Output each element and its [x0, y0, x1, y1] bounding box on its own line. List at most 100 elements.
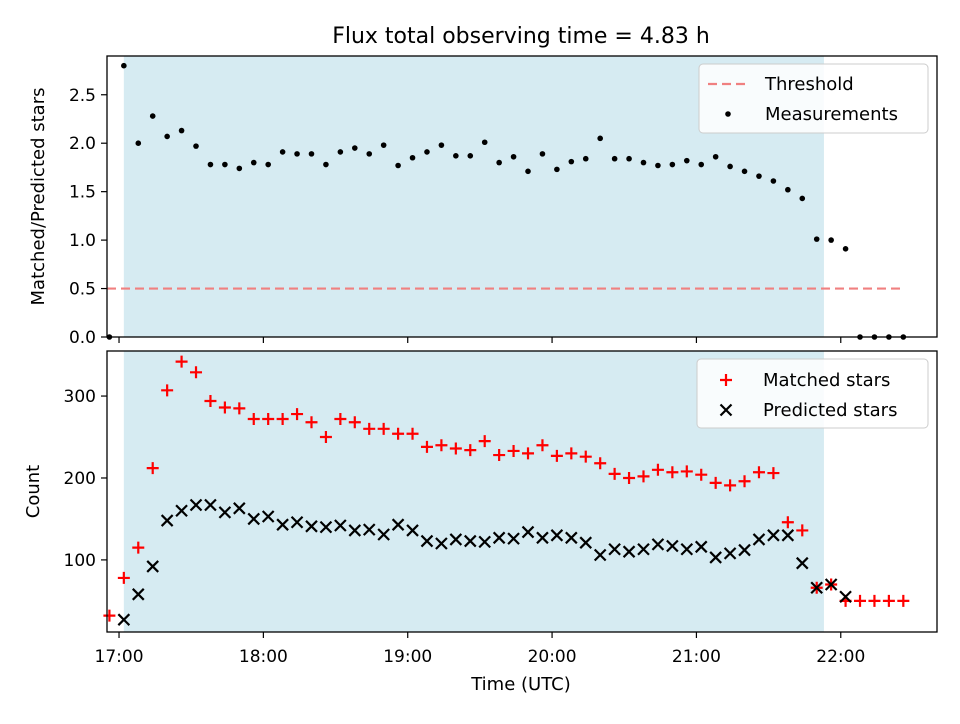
- predicted-star-point: [406, 524, 419, 537]
- matched-star-point: [348, 416, 361, 429]
- x-axis-label: Time (UTC): [470, 674, 571, 695]
- x-tick-label: 19:00: [383, 647, 432, 667]
- measurement-point: [756, 173, 762, 179]
- matched-star-point: [132, 541, 145, 554]
- matched-star-point: [724, 479, 737, 492]
- predicted-star-point: [377, 528, 390, 541]
- predicted-star-point: [723, 547, 737, 560]
- top-y-tick-label: 0.5: [69, 280, 96, 300]
- predicted-star-point: [261, 510, 275, 523]
- measurement-point: [741, 168, 748, 175]
- measurement-point: [496, 159, 502, 166]
- measurement-point: [178, 127, 185, 134]
- measurement-point: [510, 153, 517, 160]
- predicted-star-point: [160, 514, 174, 527]
- legend-measurements-swatch: [725, 111, 731, 117]
- matched-star-point: [291, 408, 304, 421]
- measurement-point: [279, 149, 286, 155]
- top-y-axis-label: Matched/Predicted stars: [28, 88, 49, 306]
- predicted-star-point: [305, 520, 318, 533]
- measurement-point: [294, 151, 300, 157]
- measurement-point: [351, 145, 358, 151]
- predicted-star-point: [463, 534, 477, 548]
- measurement-point: [453, 153, 459, 159]
- predicted-star-point: [680, 542, 694, 556]
- matched-star-point: [565, 447, 578, 460]
- matched-star-point: [695, 468, 708, 481]
- x-tick-label: 22:00: [816, 647, 865, 667]
- matched-star-point: [752, 466, 765, 479]
- measurement-point: [395, 162, 401, 169]
- matched-star-point: [218, 401, 231, 414]
- matched-star-point: [709, 476, 722, 489]
- matched-star-point: [363, 422, 376, 435]
- measurement-point: [582, 155, 589, 162]
- measurement-point: [525, 168, 531, 175]
- measurement-point: [655, 162, 661, 169]
- predicted-star-point: [492, 531, 506, 545]
- matched-star-point: [233, 402, 246, 415]
- measurement-point: [438, 142, 445, 148]
- predicted-star-point: [276, 518, 289, 531]
- matched-star-point: [594, 457, 607, 470]
- matched-star-point: [796, 524, 809, 537]
- measurement-point: [236, 165, 243, 172]
- predicted-star-point: [521, 525, 535, 539]
- measurement-point: [467, 153, 474, 159]
- x-tick-label: 20:00: [528, 647, 577, 667]
- measurement-point: [121, 62, 127, 69]
- matched-star-point: [507, 444, 520, 457]
- chart-title: Flux total observing time = 4.83 h: [332, 24, 710, 49]
- matched-star-point: [464, 444, 477, 457]
- matched-star-point: [781, 516, 794, 529]
- predicted-star-point: [738, 543, 751, 557]
- legend-threshold-label: Threshold: [764, 74, 854, 95]
- predicted-star-point: [637, 542, 650, 556]
- predicted-star-point: [348, 524, 362, 537]
- predicted-star-point: [204, 498, 217, 512]
- predicted-star-point: [579, 536, 593, 549]
- matched-star-point: [637, 470, 650, 483]
- matched-star-point: [623, 471, 636, 484]
- predicted-star-point: [175, 504, 188, 518]
- matched-star-point: [854, 594, 867, 607]
- matched-star-point: [319, 431, 332, 444]
- legend-matched-swatch: [720, 374, 732, 386]
- predicted-star-point: [608, 542, 621, 556]
- top-y-tick-label: 2.0: [69, 134, 96, 154]
- matched-star-point: [262, 412, 275, 425]
- measurement-point: [799, 195, 806, 202]
- predicted-star-point: [420, 534, 434, 548]
- matched-star-point: [406, 427, 419, 440]
- bottom-y-tick-label: 200: [64, 469, 96, 489]
- matched-star-point: [680, 465, 693, 478]
- predicted-star-point: [709, 551, 722, 564]
- measurement-point: [222, 161, 228, 168]
- matched-star-point: [377, 422, 390, 435]
- measurement-point: [135, 140, 142, 147]
- measurement-point: [554, 166, 560, 173]
- predicted-star-point: [839, 590, 852, 604]
- predicted-star-point: [666, 539, 679, 553]
- bottom-y-tick-label: 100: [64, 551, 96, 571]
- measurement-point: [597, 135, 603, 142]
- matched-star-point: [190, 366, 203, 379]
- measurement-point: [337, 149, 344, 155]
- measurement-point: [380, 142, 387, 148]
- matched-star-point: [103, 609, 116, 622]
- matched-star-point: [204, 394, 217, 407]
- matched-star-point: [536, 439, 549, 452]
- bottom-y-tick-label: 300: [64, 387, 96, 407]
- predicted-star-point: [435, 537, 448, 550]
- measurement-point: [265, 161, 271, 168]
- matched-star-point: [478, 435, 491, 448]
- predicted-star-point: [536, 531, 549, 545]
- predicted-star-point: [146, 560, 159, 573]
- predicted-star-point: [478, 535, 491, 549]
- measurement-point: [785, 186, 791, 193]
- matched-star-point: [175, 355, 188, 368]
- matched-star-point: [868, 594, 881, 607]
- matched-star-point: [897, 594, 910, 607]
- predicted-star-point: [290, 515, 304, 529]
